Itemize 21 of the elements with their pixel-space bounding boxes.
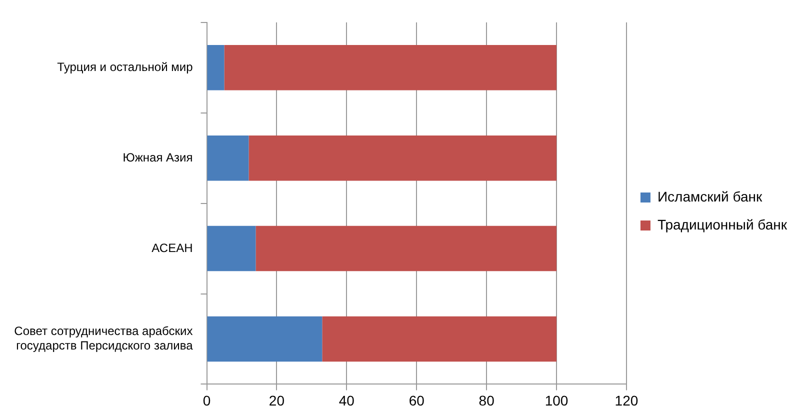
- x-tick-label: 120: [614, 392, 638, 408]
- legend-label: Традиционный банк: [657, 216, 788, 232]
- bar: [207, 45, 224, 90]
- y-tick-label: АСЕАН: [152, 240, 193, 255]
- bar: [224, 45, 557, 90]
- y-tick-label: Совет сотрудничества арабских государств Персидского залива: [14, 324, 194, 352]
- legend-label: Исламский банк: [657, 188, 763, 204]
- y-tick-label: Южная Азия: [122, 150, 193, 164]
- x-tick-label: 20: [268, 392, 285, 408]
- bar: [248, 135, 557, 181]
- bar: [256, 226, 557, 272]
- x-tick-label: 100: [544, 392, 568, 408]
- x-tick-label: 0: [202, 392, 211, 408]
- x-tick-label: 80: [478, 392, 495, 408]
- bar: [207, 316, 322, 362]
- y-tick-label: Турция и остальной мир: [57, 60, 194, 74]
- bar: [207, 135, 249, 181]
- bar: [207, 226, 256, 272]
- x-tick-label: 40: [338, 392, 355, 408]
- x-tick-label: 60: [408, 392, 425, 408]
- bar: [322, 316, 557, 362]
